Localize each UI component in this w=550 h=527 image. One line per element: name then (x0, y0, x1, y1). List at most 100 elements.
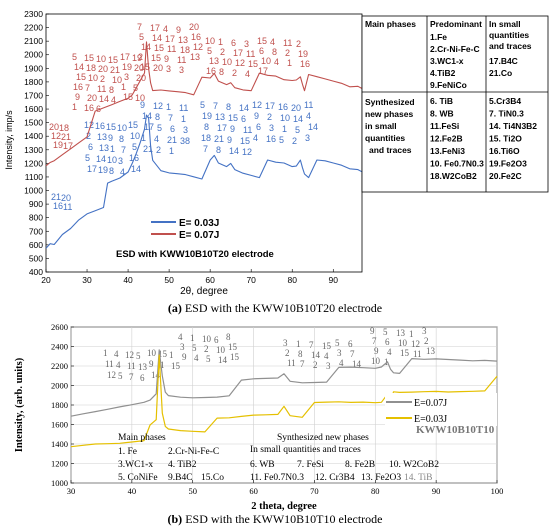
anno-blue-label-32: 11 (179, 103, 188, 113)
anno-blue-label-76: 21 (214, 134, 224, 144)
plot-b-series-0 (70, 349, 498, 417)
phase-b-synth-4: 11. Fe0.7N0.3 (250, 473, 304, 483)
plot-b-ylabel: Intensity, (arb. units) (14, 357, 25, 452)
anno-b-label-39: 6 (348, 339, 353, 349)
anno-blue-label-86: 14 (229, 146, 239, 156)
anno-b-label-59: 10 (398, 338, 408, 348)
plot-a-xlabel: 2θ, degree (180, 286, 228, 297)
plot-a-ytick-label-10: 1400 (24, 131, 43, 141)
anno-b-label-25: 5 (192, 343, 197, 353)
anno-b-label-46: 11 (287, 358, 296, 368)
anno-red-label-30: 9 (75, 92, 80, 102)
anno-b-label-10: 13 (138, 362, 148, 372)
phase-a-synth2-3: 15. Ti2O (489, 134, 522, 144)
plot-b-ytick-label-0: 1000 (51, 478, 68, 488)
anno-red-label-27: 8 (109, 85, 114, 95)
plot-a-ytick-label-14: 1800 (24, 77, 43, 87)
phase-table-a-small: 17.B4C 21.Co (489, 56, 518, 78)
plot-b-grid (70, 326, 498, 484)
anno-b-label-50: 4 (339, 358, 344, 368)
anno-red-label-69: 11 (283, 38, 292, 48)
anno-b-label-21: 10 (202, 334, 212, 344)
anno-b-label-0: 1 (103, 348, 108, 358)
anno-b-label-52: 9 (370, 326, 375, 336)
plot-a-ytick-label-0: 400 (29, 267, 43, 277)
anno-b-label-32: 14 (218, 355, 228, 365)
anno-b-label-54: 13 (396, 328, 406, 338)
anno-red-label-17: 20 (134, 63, 144, 73)
phase-a-synth1-6: 18.W2CoB2 (430, 171, 477, 181)
anno-blue-label-47: 1 (169, 146, 174, 156)
phase-a-synth1-3: 12.Fe2B (430, 134, 463, 144)
plot-a-xtick-label-2: 40 (123, 275, 133, 285)
anno-b-label-38: 5 (335, 338, 340, 348)
phase-b-main-1: 2.Cr-Ni-Fe-C (168, 447, 219, 457)
anno-blue-label-51: 14 (239, 103, 249, 113)
anno-b-label-55: 1 (409, 329, 414, 339)
anno-red-label-24: 16 (73, 82, 83, 92)
phase-b-main-6: 15.Co (201, 473, 224, 483)
plot-b-ytick-label-8: 2600 (51, 322, 68, 332)
plot-b-series (70, 349, 498, 448)
anno-b-label-19: 4 (178, 332, 183, 342)
anno-red-label-55: 15 (151, 53, 161, 63)
anno-red-label-66: 3 (244, 39, 249, 49)
plot-b-ytick-label-7: 2400 (51, 342, 68, 352)
anno-red-label-41: 4 (163, 24, 168, 34)
caption-b-letter: (b) (167, 512, 183, 526)
anno-red-label-54: 2 (138, 52, 143, 62)
anno-b-label-13: 15 (171, 361, 181, 371)
plot-b-ytick-label-3: 1600 (51, 420, 68, 430)
anno-red-label-90: 4 (245, 69, 250, 79)
plot-b-legend: E=0.07J E=0.03J (385, 393, 497, 426)
chart-b: 1000 1200 1400 1600 1800 2000 2200 2400 2600 30 40… (14, 322, 503, 512)
anno-blue-label-22: 3 (118, 156, 123, 166)
anno-red-label-65: 6 (231, 38, 236, 48)
plot-a-ytick-label-6: 1000 (24, 186, 43, 196)
phase-b-synth-3: 10. W2CoB2 (389, 460, 439, 470)
anno-blue-label-21: 10 (107, 155, 117, 165)
anno-b-label-20: 1 (190, 333, 195, 343)
anno-b-label-56: 3 (422, 326, 427, 336)
plot-b-ytick-label-5: 2000 (51, 381, 68, 391)
phase-a-synth1-4: 13.FeNi3 (430, 146, 465, 156)
phase-table-a-synth-label: Synthesized new phases in small quantities a… (365, 97, 415, 155)
anno-blue-label-78: 15 (240, 136, 250, 146)
phase-table-a-synth-col2: 5.Cr3B4 7. TiN0.3 14. Ti4N3B2 15. Ti2O 16.Ti… (489, 96, 537, 181)
anno-blue-label-39: 6 (170, 124, 175, 134)
anno-blue-label-3: 11 (63, 202, 72, 212)
anno-blue-label-82: 2 (292, 136, 297, 146)
anno-red-label-34: 15 (123, 92, 133, 102)
anno-b-label-63: 4 (387, 347, 392, 357)
anno-red-label-21: 10 (112, 75, 122, 85)
anno-blue-label-72: 1 (282, 124, 287, 134)
legend-b-label-1: E=0.03J (414, 414, 447, 425)
plot-a-ytick-label-11: 1500 (24, 118, 43, 128)
chart-a: 4005006007008009001000110012001300140015… (4, 9, 549, 297)
anno-blue-label-56: 11 (304, 100, 313, 110)
anno-blue-label-14: 6 (88, 142, 93, 152)
plot-a-xtick-label-1: 30 (82, 275, 92, 285)
phase-a-pred-4: 9.FeNiCo (430, 80, 467, 90)
anno-red-label-63: 10 (205, 36, 215, 46)
anno-blue-label-64: 14 (293, 114, 303, 124)
anno-blue-label-69: 11 (243, 125, 252, 135)
anno-blue-label-36: 1 (181, 114, 186, 124)
phase-a-pred-1: 2.Cr-Ni-Fe-C (430, 44, 480, 54)
anno-red-label-58: 13 (190, 52, 200, 62)
anno-red-label-20: 2 (100, 74, 105, 84)
legend-a-label-0: E= 0.03J (179, 218, 219, 229)
caption-a-letter: (a) (167, 301, 182, 315)
plot-a-ytick-label-4: 800 (29, 213, 43, 223)
anno-b-label-11: 9 (149, 359, 154, 369)
phase-a-pred-2: 3.WC1-x (430, 56, 464, 66)
anno-blue-label-53: 17 (265, 101, 275, 111)
anno-blue-label-30: 12 (153, 101, 163, 111)
phase-table-a-frame (361, 15, 549, 193)
anno-blue-label-17: 7 (121, 145, 126, 155)
anno-blue-label-1: 20 (61, 193, 71, 203)
anno-blue-label-48: 5 (200, 100, 205, 110)
anno-blue-label-26: 8 (109, 166, 114, 176)
anno-red-label-86: 16 (300, 59, 310, 69)
anno-red-label-88: 8 (219, 67, 224, 77)
